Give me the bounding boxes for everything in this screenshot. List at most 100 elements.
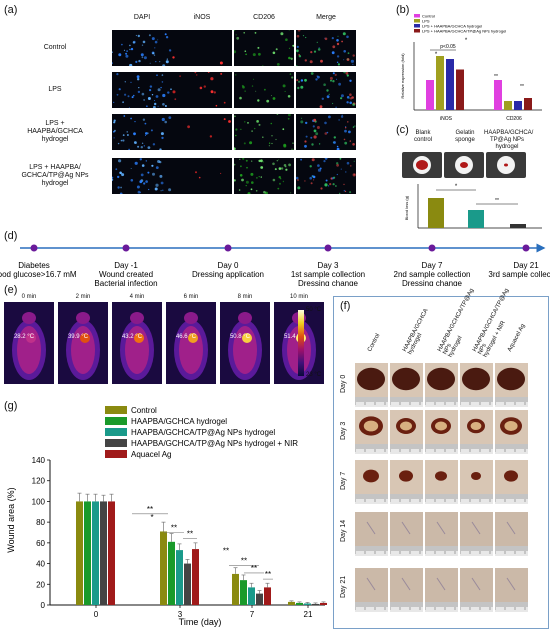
thermal-time-label: 10 min [289, 294, 308, 300]
panel-a-col-cd206: CD206 [253, 14, 275, 21]
panel-c-bar-2 [468, 210, 484, 228]
wound-photo [495, 568, 528, 612]
wound-photo [495, 363, 528, 407]
panel-c-bar-1 [428, 198, 444, 228]
panel-f-row-label: Day 0 [340, 374, 347, 393]
x-tick-label: 0 [94, 610, 99, 619]
thermal-scale-bottom: 23 °C [306, 372, 322, 378]
wound-photo [425, 512, 458, 556]
bar-0-0 [76, 501, 83, 605]
y-tick-label: 60 [36, 539, 45, 548]
wound-photo [390, 363, 423, 407]
panel-b-xtick-cd206: CD206 [506, 116, 522, 122]
micrograph-dapi [112, 72, 172, 108]
timeline-top: Day 21 [513, 261, 539, 270]
panel-g-label: (g) [4, 400, 18, 412]
micrograph-inos [172, 114, 232, 150]
legend-swatch [105, 428, 127, 436]
thermal-temp: 43.2 °C [122, 334, 143, 340]
wound-photo [355, 460, 388, 504]
bar-4-2 [264, 587, 271, 605]
x-tick-label: 21 [304, 610, 313, 619]
bar-4-0 [108, 501, 115, 605]
timeline-top: Day 7 [422, 261, 443, 270]
panel-a-col-merge: Merge [316, 14, 336, 21]
timeline-bottom: 2nd sample collection [394, 270, 471, 279]
bar-2-0 [92, 501, 99, 605]
chart-legend: Control HAAPBA/GCHCA hydrogel HAAPBA/GCHCA… [105, 406, 298, 459]
x-tick-label: 7 [250, 610, 255, 619]
bar-3-1 [184, 563, 191, 605]
significance-mark: ** [265, 570, 271, 579]
y-tick-label: 80 [36, 518, 45, 527]
thermal-image: 46.6 °C [166, 302, 216, 384]
panel-b-bar-inos [426, 80, 434, 110]
thermal-temp: 39.9 °C [68, 334, 89, 340]
timeline-bottom: Dressing change [402, 279, 463, 286]
micrograph-cd206 [234, 114, 294, 150]
wound-photo [495, 410, 528, 454]
legend-entry: HAAPBA/GCHCA hydrogel [131, 417, 227, 426]
x-tick-label: 3 [178, 610, 183, 619]
panel-c-sig-2: ** [495, 198, 499, 204]
timeline-top: Day 0 [218, 261, 239, 270]
panel-b-legend-entry: LPS + HAAPBA/GCHCA hydrogel [422, 24, 482, 29]
panel-b-legend-entry: Control [422, 14, 435, 19]
timeline-bottom: blood glucose>16.7 mM [0, 270, 77, 279]
micrograph-inos [172, 72, 232, 108]
wound-photo [390, 460, 423, 504]
timeline-top: Day 3 [318, 261, 339, 270]
micrograph-merge [296, 158, 356, 194]
bar-1-1 [168, 541, 175, 605]
blood-loss-photo [402, 152, 442, 178]
wound-area-chart: Control HAAPBA/GCHCA hydrogel HAAPBA/GCHCA… [6, 406, 327, 627]
significance-mark: ** [187, 530, 193, 539]
legend-entry: HAAPBA/GCHCA/TP@Ag NPs hydrogel [131, 428, 275, 437]
timeline-node [122, 244, 130, 252]
wound-photo [495, 460, 528, 504]
timeline-top: Day -1 [114, 261, 138, 270]
panel-c-photo-label: Blank control [413, 130, 432, 143]
panel-d-label: (d) [4, 230, 18, 242]
thermal-image: 43.2 °C [112, 302, 162, 384]
panel-a-row-label: LPS [48, 86, 62, 93]
wound-photo [460, 460, 493, 504]
thermal-temp: 46.6 °C [176, 334, 197, 340]
panel-b-bar-inos [436, 56, 444, 110]
bar-1-3 [296, 602, 303, 605]
scale-bar-label: 200 μm [296, 218, 320, 225]
micrograph-dapi [112, 114, 172, 150]
chart-ylabel: Wound area (%) [6, 487, 16, 552]
timeline-bottom: 1st sample collection [291, 270, 365, 279]
panel-a-col-dapi: DAPI [133, 14, 151, 21]
panel-b-bar-cd206 [504, 101, 512, 110]
thermal-temp: 28.2 °C [14, 334, 35, 340]
legend-swatch [105, 439, 127, 447]
panel-b-sig-1: * [435, 52, 438, 58]
bar-2-2 [248, 587, 255, 605]
bar-4-3 [320, 602, 327, 605]
y-tick-label: 40 [36, 560, 45, 569]
timeline-node [324, 244, 332, 252]
bar-3-2 [256, 593, 263, 605]
micrograph-inos [172, 158, 232, 194]
wound-photo [425, 363, 458, 407]
bar-2-3 [304, 603, 311, 605]
legend-entry: HAAPBA/GCHCA/TP@Ag NPs hydrogel + NIR [131, 439, 298, 448]
timeline-bottom: 3rd sample collection [488, 270, 550, 279]
thermal-scale-top: 50 °C [306, 307, 322, 313]
legend-entry: Aquacel Ag [131, 450, 171, 459]
timeline-node [428, 244, 436, 252]
panel-a-row-label: LPS + HAAPBA/GCHCA hydrogel [27, 120, 83, 143]
blood-loss-photo [486, 152, 526, 178]
micrograph-inos [172, 30, 232, 66]
wound-photo [460, 568, 493, 612]
y-tick-label: 140 [32, 456, 46, 465]
panel-e-label: (e) [4, 284, 18, 296]
panel-d-timeline: Diabetesblood glucose>16.7 mM Day -1Wound… [0, 243, 550, 286]
bar-0-2 [232, 573, 239, 605]
thermal-time-label: 6 min [183, 294, 199, 300]
wound-photo [355, 363, 388, 407]
panel-c-chart: Blood loss (g) * ** [404, 184, 542, 229]
